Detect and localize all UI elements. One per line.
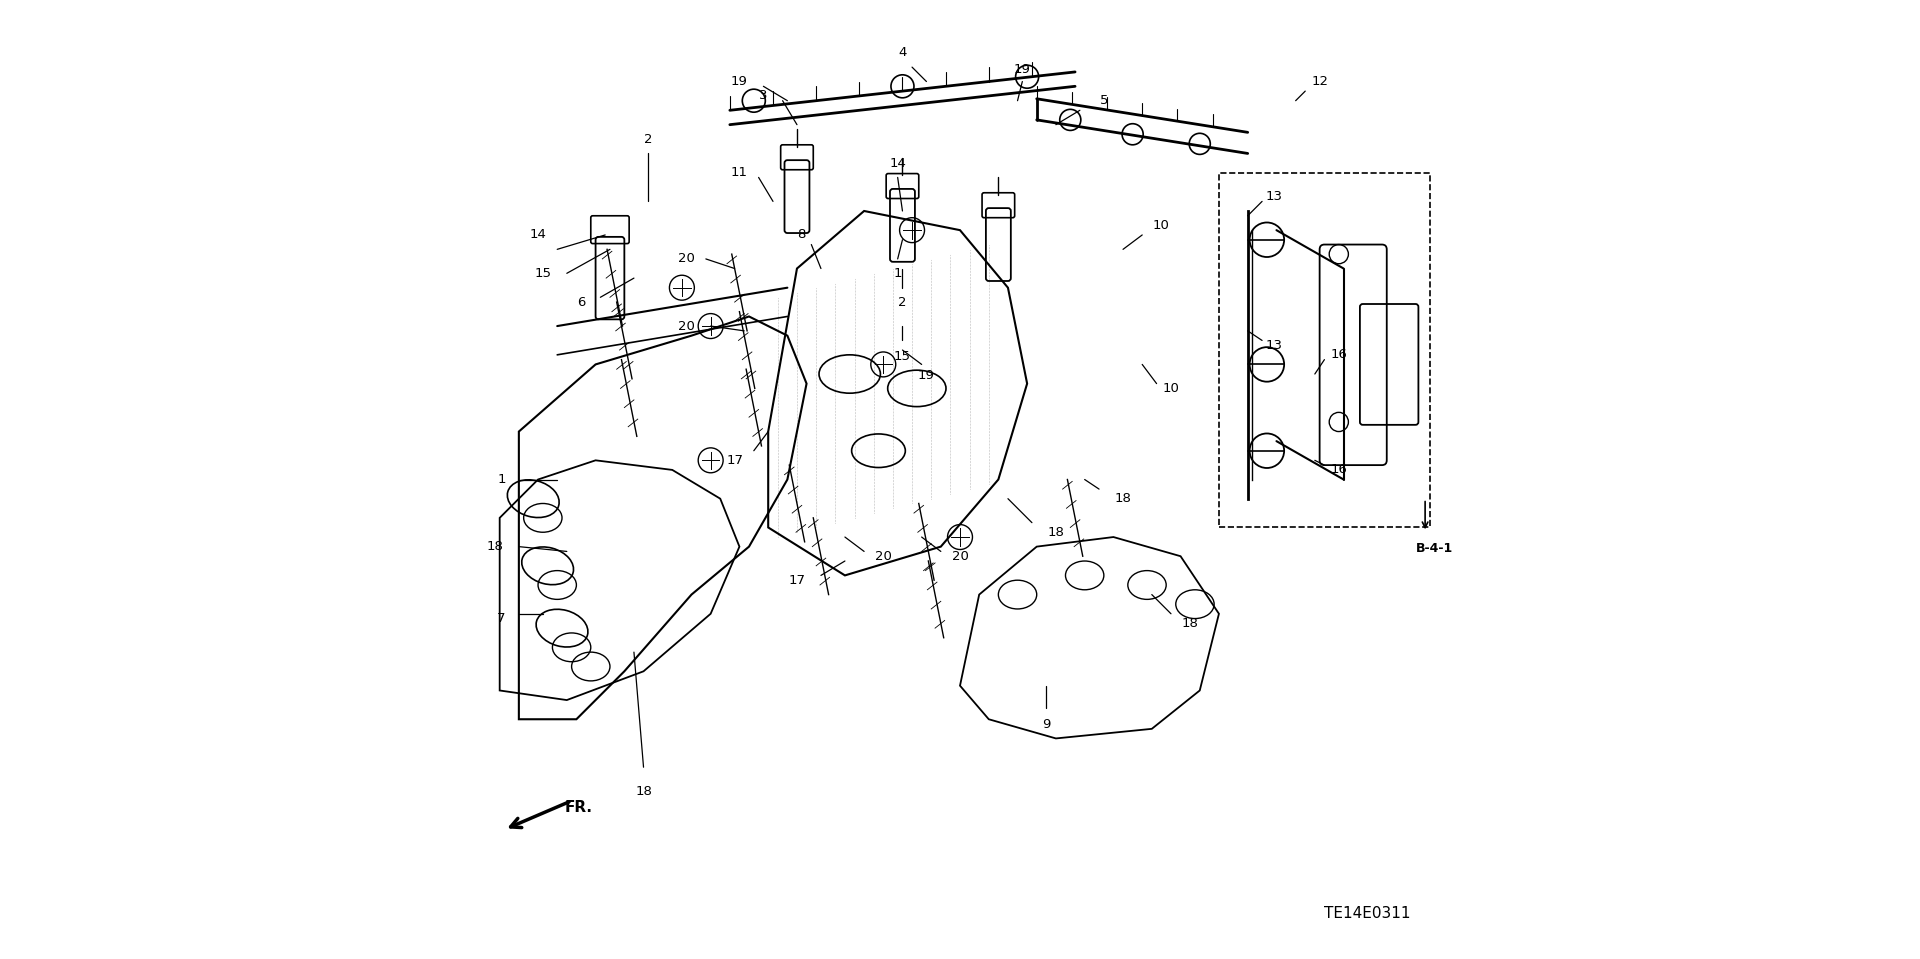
Text: 9: 9 bbox=[1043, 717, 1050, 731]
Text: 14: 14 bbox=[889, 156, 906, 170]
Text: 12: 12 bbox=[1311, 75, 1329, 88]
Text: 2: 2 bbox=[899, 295, 906, 309]
Text: 7: 7 bbox=[497, 612, 505, 625]
Text: 19: 19 bbox=[732, 75, 749, 88]
Text: 8: 8 bbox=[797, 228, 806, 242]
Text: 5: 5 bbox=[1100, 94, 1108, 107]
Text: B-4-1: B-4-1 bbox=[1415, 542, 1453, 555]
Text: 19: 19 bbox=[1014, 62, 1031, 76]
Text: 17: 17 bbox=[726, 454, 743, 467]
Text: FR.: FR. bbox=[564, 800, 593, 815]
Text: 13: 13 bbox=[1265, 339, 1283, 352]
Text: 2: 2 bbox=[643, 132, 653, 146]
Text: TE14E0311: TE14E0311 bbox=[1325, 905, 1411, 921]
Text: 15: 15 bbox=[895, 350, 910, 363]
Text: 10: 10 bbox=[1162, 382, 1179, 395]
Text: 10: 10 bbox=[1152, 219, 1169, 232]
Text: 1: 1 bbox=[893, 267, 902, 280]
Text: 16: 16 bbox=[1331, 348, 1348, 362]
Text: 4: 4 bbox=[899, 46, 906, 59]
Text: 16: 16 bbox=[1331, 463, 1348, 477]
Text: 19: 19 bbox=[918, 369, 935, 383]
Text: 20: 20 bbox=[952, 550, 968, 563]
Text: 18: 18 bbox=[636, 784, 653, 798]
Text: 17: 17 bbox=[789, 573, 806, 587]
Text: 6: 6 bbox=[578, 295, 586, 309]
Text: 15: 15 bbox=[534, 267, 551, 280]
Text: 11: 11 bbox=[732, 166, 749, 179]
Text: 18: 18 bbox=[486, 540, 503, 553]
Bar bbox=[1219, 173, 1430, 527]
Text: 20: 20 bbox=[678, 252, 695, 266]
Text: 1: 1 bbox=[497, 473, 505, 486]
Text: 18: 18 bbox=[1116, 492, 1131, 505]
Text: 14: 14 bbox=[530, 228, 547, 242]
Text: 20: 20 bbox=[678, 319, 695, 333]
Text: 18: 18 bbox=[1181, 617, 1198, 630]
Text: 20: 20 bbox=[876, 550, 891, 563]
Text: 3: 3 bbox=[758, 89, 768, 103]
Text: 18: 18 bbox=[1048, 526, 1064, 539]
Text: 13: 13 bbox=[1265, 190, 1283, 203]
